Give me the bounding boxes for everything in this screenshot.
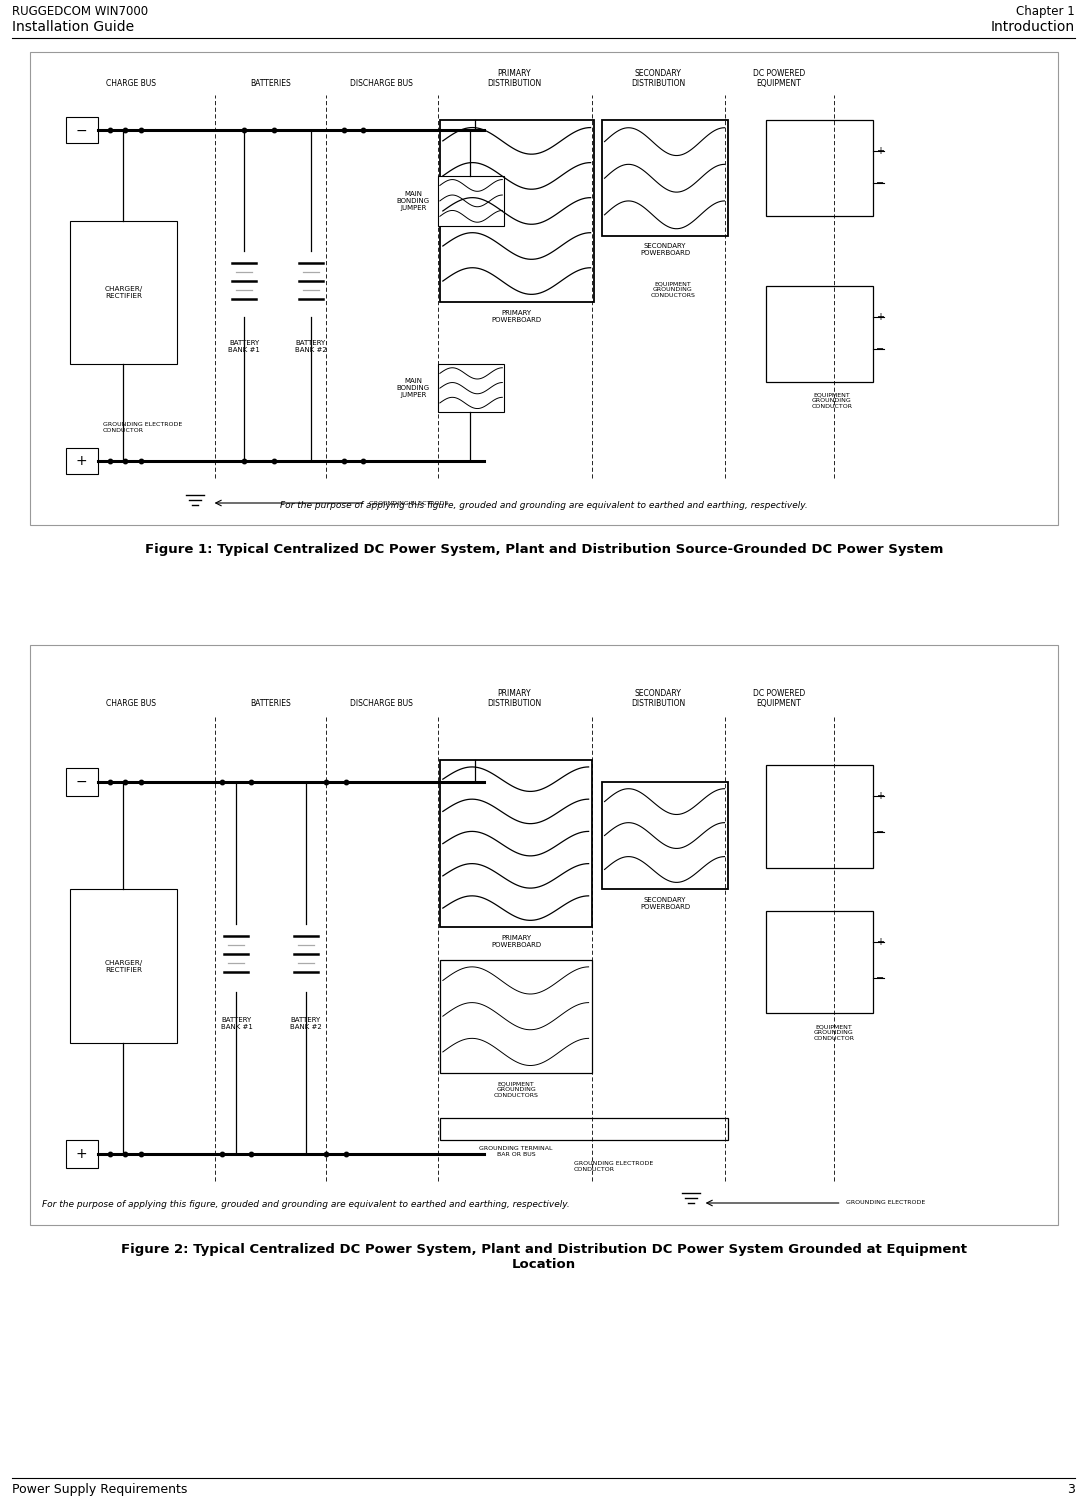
Text: DISCHARGE BUS: DISCHARGE BUS xyxy=(350,699,413,708)
Text: +: + xyxy=(876,936,885,947)
Bar xyxy=(766,120,873,215)
Text: +: + xyxy=(76,1147,88,1161)
Text: DISCHARGE BUS: DISCHARGE BUS xyxy=(350,79,413,88)
Text: DC POWERED
EQUIPMENT: DC POWERED EQUIPMENT xyxy=(753,688,805,708)
Bar xyxy=(30,645,1058,1225)
Bar xyxy=(66,767,98,796)
Text: GROUNDING ELECTRODE: GROUNDING ELECTRODE xyxy=(370,501,449,506)
Text: EQUIPMENT
GROUNDING
CONDUCTORS: EQUIPMENT GROUNDING CONDUCTORS xyxy=(493,1082,539,1098)
Text: −: − xyxy=(76,123,88,138)
Bar xyxy=(766,911,873,1013)
Text: Chapter 1: Chapter 1 xyxy=(1016,4,1075,18)
Bar xyxy=(438,175,504,226)
Bar xyxy=(440,120,594,302)
Text: Figure 1: Typical Centralized DC Power System, Plant and Distribution Source-Gro: Figure 1: Typical Centralized DC Power S… xyxy=(145,543,944,557)
Bar xyxy=(66,1140,98,1168)
Text: SECONDARY
POWERBOARD: SECONDARY POWERBOARD xyxy=(640,898,690,910)
Bar xyxy=(66,447,98,474)
Text: For the purpose of applying this figure, grouded and grounding are equivalent to: For the purpose of applying this figure,… xyxy=(42,1200,570,1209)
Text: DC POWERED
EQUIPMENT: DC POWERED EQUIPMENT xyxy=(753,69,805,88)
Text: PRIMARY
POWERBOARD: PRIMARY POWERBOARD xyxy=(491,310,541,323)
Text: CHARGE BUS: CHARGE BUS xyxy=(107,79,157,88)
Text: BATTERY
BANK #2: BATTERY BANK #2 xyxy=(295,340,327,353)
Text: Introduction: Introduction xyxy=(991,19,1075,34)
Text: SECONDARY
DISTRIBUTION: SECONDARY DISTRIBUTION xyxy=(630,69,685,88)
Bar xyxy=(766,766,873,868)
Bar xyxy=(70,890,177,1043)
Text: BATTERY
BANK #1: BATTERY BANK #1 xyxy=(221,1017,252,1029)
Text: PRIMARY
DISTRIBUTION: PRIMARY DISTRIBUTION xyxy=(487,688,541,708)
Text: CHARGE BUS: CHARGE BUS xyxy=(107,699,157,708)
Text: +: + xyxy=(876,313,885,322)
Text: Figure 2: Typical Centralized DC Power System, Plant and Distribution DC Power S: Figure 2: Typical Centralized DC Power S… xyxy=(121,1243,967,1272)
Text: BATTERY
BANK #1: BATTERY BANK #1 xyxy=(228,340,261,353)
Text: BATTERIES: BATTERIES xyxy=(250,699,290,708)
Text: −: − xyxy=(876,178,885,187)
Text: GROUNDING ELECTRODE
CONDUCTOR: GROUNDING ELECTRODE CONDUCTOR xyxy=(102,422,182,434)
Text: CHARGER/
RECTIFIER: CHARGER/ RECTIFIER xyxy=(104,959,142,972)
Text: RUGGEDCOM WIN7000: RUGGEDCOM WIN7000 xyxy=(12,4,148,18)
Text: BATTERIES: BATTERIES xyxy=(250,79,290,88)
Bar xyxy=(440,760,591,928)
Bar xyxy=(66,117,98,144)
Text: −: − xyxy=(876,827,885,838)
Text: SECONDARY
DISTRIBUTION: SECONDARY DISTRIBUTION xyxy=(630,688,685,708)
Text: GROUNDING ELECTRODE: GROUNDING ELECTRODE xyxy=(846,1200,925,1206)
Text: CHARGER/
RECTIFIER: CHARGER/ RECTIFIER xyxy=(104,286,142,299)
Bar xyxy=(70,221,177,364)
Text: MAIN
BONDING
JUMPER: MAIN BONDING JUMPER xyxy=(397,378,430,398)
Bar xyxy=(30,52,1058,525)
Text: +: + xyxy=(76,453,88,468)
Text: −: − xyxy=(76,775,88,788)
Text: Installation Guide: Installation Guide xyxy=(12,19,134,34)
Bar xyxy=(440,1118,727,1140)
Bar xyxy=(438,364,504,413)
Text: +: + xyxy=(876,147,885,156)
Text: PRIMARY
DISTRIBUTION: PRIMARY DISTRIBUTION xyxy=(487,69,541,88)
Text: EQUIPMENT
GROUNDING
CONDUCTORS: EQUIPMENT GROUNDING CONDUCTORS xyxy=(650,281,696,298)
Text: EQUIPMENT
GROUNDING
CONDUCTOR: EQUIPMENT GROUNDING CONDUCTOR xyxy=(811,392,852,408)
Text: Power Supply Requirements: Power Supply Requirements xyxy=(12,1483,187,1496)
Bar xyxy=(601,120,727,236)
Bar xyxy=(601,781,727,890)
Text: GROUNDING TERMINAL
BAR OR BUS: GROUNDING TERMINAL BAR OR BUS xyxy=(479,1146,553,1156)
Text: GROUNDING ELECTRODE
CONDUCTOR: GROUNDING ELECTRODE CONDUCTOR xyxy=(574,1161,653,1171)
Text: PRIMARY
POWERBOARD: PRIMARY POWERBOARD xyxy=(491,935,541,948)
Text: 3: 3 xyxy=(1067,1483,1075,1496)
Text: −: − xyxy=(876,344,885,353)
Text: EQUIPMENT
GROUNDING
CONDUCTOR: EQUIPMENT GROUNDING CONDUCTOR xyxy=(813,1025,854,1041)
Text: −: − xyxy=(876,972,885,983)
Text: BATTERY
BANK #2: BATTERY BANK #2 xyxy=(290,1017,322,1029)
Text: SECONDARY
POWERBOARD: SECONDARY POWERBOARD xyxy=(640,244,690,256)
Text: For the purpose of applying this figure, grouded and grounding are equivalent to: For the purpose of applying this figure,… xyxy=(280,501,808,510)
Text: MAIN
BONDING
JUMPER: MAIN BONDING JUMPER xyxy=(397,191,430,211)
Bar xyxy=(440,959,591,1073)
Bar xyxy=(766,286,873,381)
Text: +: + xyxy=(876,791,885,802)
